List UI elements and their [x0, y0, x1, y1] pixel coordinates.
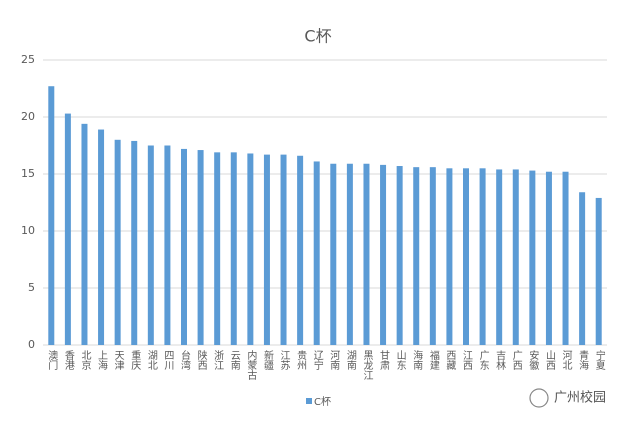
bar	[496, 169, 503, 345]
legend-swatch	[306, 398, 312, 404]
x-tick-label: 台湾	[179, 349, 191, 371]
y-tick-label: 20	[21, 110, 35, 123]
x-tick-label: 新疆	[261, 349, 273, 371]
x-tick-label: 重庆	[129, 349, 141, 371]
bar	[313, 161, 320, 345]
x-tick-label: 江西	[461, 350, 473, 370]
bar	[164, 145, 171, 345]
bar	[131, 140, 138, 345]
bar	[330, 163, 337, 345]
bar	[446, 168, 453, 345]
x-tick-label: 海南	[411, 349, 423, 370]
bar	[247, 153, 254, 345]
bar	[463, 168, 469, 345]
x-tick-label: 河北	[560, 350, 572, 370]
bar	[280, 154, 287, 345]
x-tick-label: 香港	[62, 350, 74, 370]
watermark-icon	[529, 388, 549, 408]
x-tick-label: 吉林	[494, 350, 506, 371]
bar	[48, 86, 55, 345]
x-tick-label: 湖北	[145, 350, 157, 370]
x-tick-label: 辽宁	[311, 350, 323, 370]
bar	[529, 170, 536, 345]
x-tick-label: 广东	[477, 350, 489, 370]
x-tick-label: 西藏	[444, 350, 456, 371]
bar	[214, 152, 221, 345]
watermark-text: 广州校园	[554, 390, 606, 406]
bar	[98, 129, 105, 345]
x-tick-label: 河南	[328, 350, 340, 370]
bar	[263, 154, 270, 345]
x-tick-label: 江苏	[278, 350, 290, 371]
x-tick-label: 湖南	[344, 350, 356, 370]
bar	[545, 171, 552, 345]
bar	[64, 113, 71, 345]
bar	[579, 192, 586, 345]
x-tick-label: 天津	[112, 350, 124, 371]
bar	[81, 123, 88, 345]
y-tick-label: 0	[28, 338, 35, 351]
y-tick-label: 5	[28, 281, 35, 294]
x-tick-label: 黑龙江	[361, 350, 373, 380]
x-tick-label: 福建	[427, 349, 439, 370]
bar	[147, 145, 154, 345]
bar	[114, 139, 121, 345]
bar	[429, 167, 436, 345]
bar	[413, 167, 420, 345]
x-tick-label: 澳门	[46, 349, 58, 371]
x-tick-label: 山西	[543, 350, 555, 370]
legend-label: C杯	[314, 395, 331, 408]
x-tick-label: 北京	[79, 350, 91, 371]
y-tick-label: 25	[21, 53, 35, 66]
x-tick-label: 上海	[96, 350, 108, 371]
x-tick-label: 广西	[510, 350, 522, 370]
x-tick-label: 青海	[577, 349, 589, 371]
y-tick-label: 15	[21, 167, 35, 180]
bar	[562, 171, 569, 345]
bar	[380, 164, 387, 345]
watermark: 广州校园	[529, 388, 606, 408]
bar	[396, 166, 403, 345]
x-tick-label: 贵州	[295, 349, 307, 370]
x-tick-label: 内蒙古	[245, 349, 257, 381]
x-tick-label: 陕西	[195, 349, 207, 370]
bar	[512, 169, 519, 345]
x-tick-label: 浙江	[212, 350, 224, 370]
bar	[479, 168, 486, 345]
bar	[346, 163, 353, 345]
bar	[181, 148, 187, 345]
bar	[230, 152, 237, 345]
x-tick-label: 安徽	[527, 349, 539, 371]
bar	[297, 155, 304, 345]
x-tick-label: 山东	[394, 350, 406, 370]
bar	[363, 163, 370, 345]
bar	[595, 197, 602, 345]
y-tick-label: 10	[21, 224, 35, 237]
x-tick-label: 云南	[228, 350, 240, 370]
chart-title: C杯	[304, 27, 331, 46]
x-tick-label: 四川	[162, 350, 174, 370]
bar	[197, 150, 204, 345]
x-tick-label: 甘肃	[378, 349, 390, 371]
x-tick-label: 宁夏	[593, 349, 605, 370]
